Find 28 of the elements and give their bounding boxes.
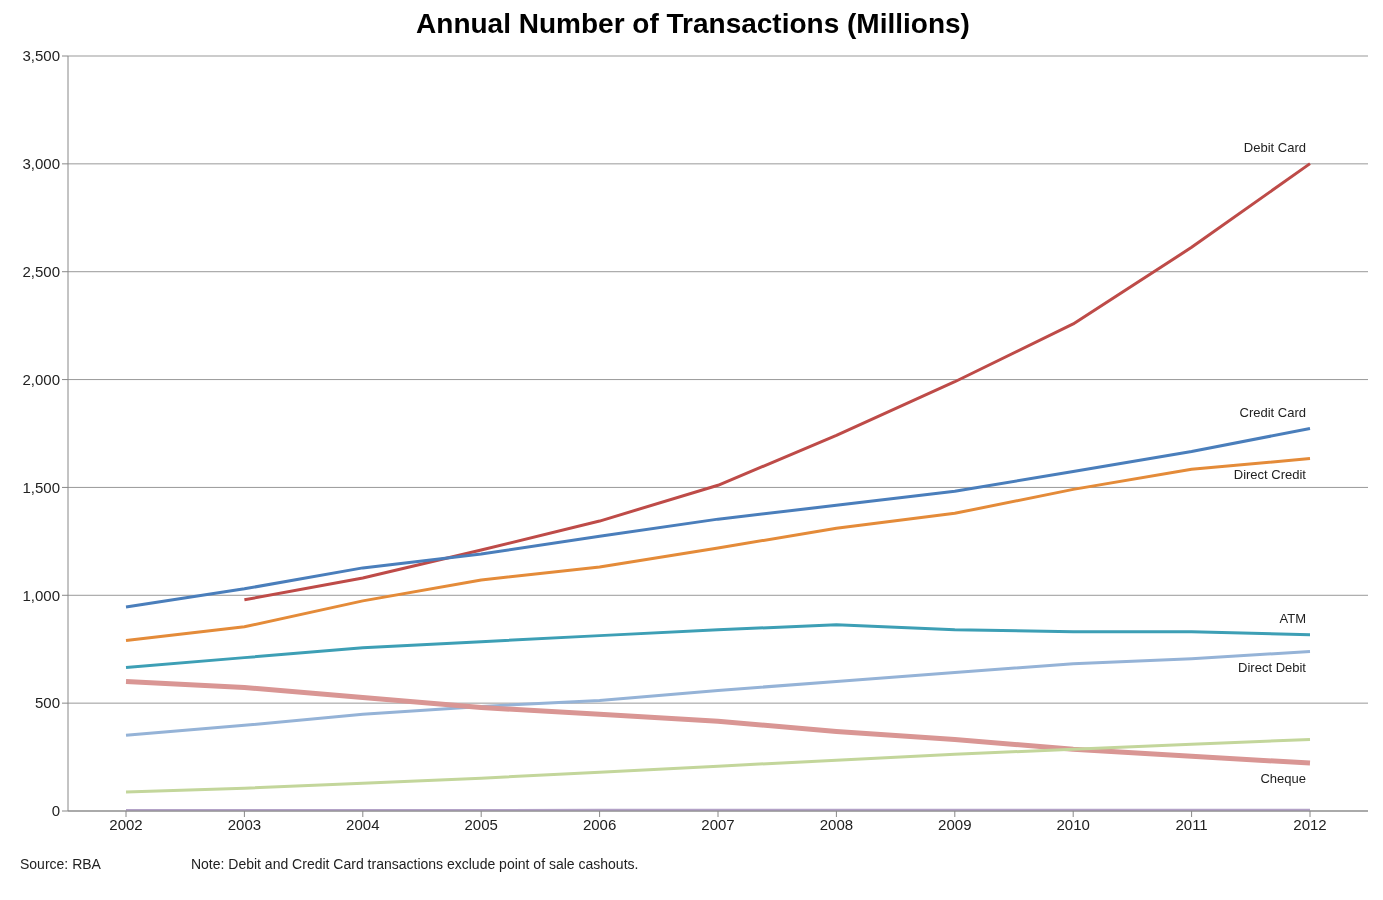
x-tick-label: 2003 xyxy=(227,815,262,833)
x-tick-label: 2010 xyxy=(1056,815,1090,833)
x-tick-label: 2002 xyxy=(109,815,143,833)
series-label: Direct Debit xyxy=(1238,659,1307,675)
x-tick-label: 2004 xyxy=(346,815,380,833)
y-tick-label: 1,000 xyxy=(22,586,60,604)
x-tick-label: 2011 xyxy=(1175,815,1208,833)
y-tick-label: 2,500 xyxy=(22,263,60,281)
y-tick-label: 0 xyxy=(51,802,60,820)
chart-title: Annual Number of Transactions (Millions) xyxy=(415,8,971,40)
y-tick-label: 1,500 xyxy=(22,478,60,496)
y-tick-label: 500 xyxy=(34,694,60,712)
series-label: Debit Card xyxy=(1243,139,1306,155)
x-tick-label: 2008 xyxy=(819,815,854,833)
series-label: Direct Credit xyxy=(1233,466,1307,482)
text: Note: Debit and Credit Card transactions exclude point of sale cashouts. xyxy=(190,856,639,872)
x-tick-label: 2012 xyxy=(1293,815,1327,833)
series-label: Cheque xyxy=(1260,771,1306,787)
x-tick-label: 2005 xyxy=(464,815,498,833)
y-tick-label: 3,500 xyxy=(22,47,60,65)
y-tick-label: 2,000 xyxy=(22,370,60,388)
y-tick-label: 3,000 xyxy=(22,155,60,173)
x-tick-label: 2006 xyxy=(582,815,617,833)
series-label: Credit Card xyxy=(1239,404,1306,420)
source-note: Source: RBA xyxy=(20,856,101,872)
x-tick-label: 2007 xyxy=(701,815,735,833)
series-label: ATM xyxy=(1279,610,1306,626)
x-tick-label: 2009 xyxy=(938,815,972,833)
